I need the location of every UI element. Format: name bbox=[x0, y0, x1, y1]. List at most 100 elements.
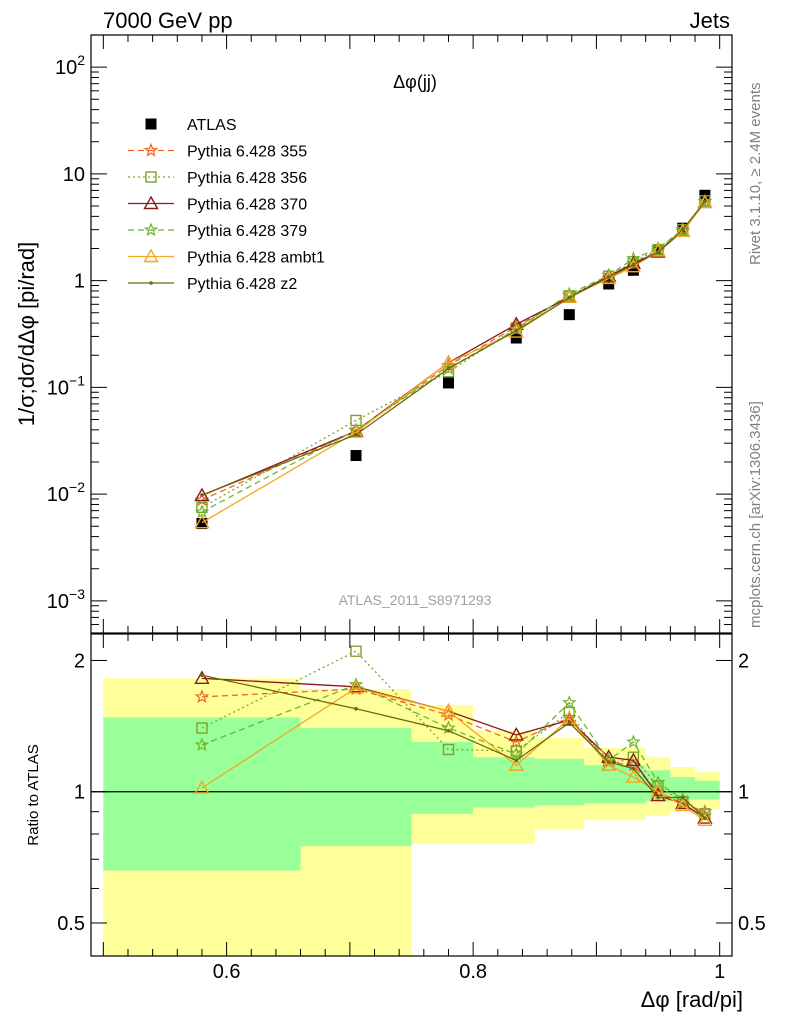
main-data-point bbox=[675, 222, 690, 236]
main-series-line bbox=[201, 201, 706, 496]
x-tick-label: 0.8 bbox=[459, 961, 487, 983]
header-energy-label: 7000 GeV pp bbox=[103, 8, 233, 33]
ratio-data-point bbox=[650, 787, 666, 802]
main-data-point bbox=[442, 377, 454, 389]
ratio-data-point bbox=[606, 760, 611, 764]
ratio-data-point bbox=[656, 795, 660, 800]
main-data-point bbox=[514, 328, 519, 333]
ratio-y-axis: 0.5 0.5 1 1 2 2 bbox=[57, 650, 766, 935]
main-data-point bbox=[674, 223, 691, 237]
main-data-point bbox=[656, 250, 660, 254]
main-plot-series bbox=[194, 189, 713, 530]
ratio-band-green bbox=[534, 758, 585, 806]
ratio-data-point bbox=[625, 752, 642, 767]
ratio-data-point bbox=[509, 746, 524, 761]
legend-entry: ATLAS bbox=[145, 117, 237, 134]
ratio-plot-frame bbox=[90, 633, 733, 957]
ratio-data-point bbox=[348, 680, 364, 694]
main-y-tick-label: 10−3 bbox=[47, 586, 85, 613]
ratio-y-tick-label-right: 0.5 bbox=[738, 913, 766, 935]
ratio-data-point bbox=[194, 737, 210, 752]
main-plot-frame bbox=[90, 34, 733, 634]
rivet-version-label: Rivet 3.1.10, ≥ 2.4M events bbox=[747, 83, 764, 266]
legend-label: Pythia 6.428 355 bbox=[187, 144, 307, 161]
x-axis: 0.6 0.8 1 bbox=[102, 35, 725, 983]
ratio-uncertainty-bands bbox=[91, 678, 732, 956]
main-data-point bbox=[196, 518, 208, 530]
legend-entry: Pythia 6.428 ambt1 bbox=[128, 248, 325, 267]
legend-label: Pythia 6.428 370 bbox=[187, 197, 307, 214]
main-series-1 bbox=[194, 193, 713, 507]
legend-label: ATLAS bbox=[187, 117, 237, 134]
main-data-point bbox=[446, 366, 451, 371]
ratio-data-point bbox=[440, 703, 457, 717]
ratio-data-point bbox=[508, 757, 524, 771]
main-y-tick-label: 102 bbox=[55, 52, 85, 79]
ratio-y-axis-label: Ratio to ATLAS bbox=[25, 744, 42, 845]
legend-marker bbox=[145, 118, 157, 130]
ratio-band-green bbox=[411, 742, 474, 814]
main-data-point bbox=[563, 309, 575, 321]
legend-label: Pythia 6.428 ambt1 bbox=[187, 250, 325, 267]
main-y-tick-label: 1 bbox=[74, 271, 85, 293]
main-data-point bbox=[627, 264, 639, 276]
ratio-band-green bbox=[695, 780, 720, 800]
ratio-data-point bbox=[562, 695, 577, 709]
main-series-line bbox=[201, 200, 706, 509]
ratio-data-point bbox=[354, 706, 358, 711]
ratio-data-point bbox=[350, 645, 362, 657]
legend-label: Pythia 6.428 z2 bbox=[187, 276, 297, 293]
main-data-point bbox=[606, 275, 611, 279]
ratio-data-point bbox=[194, 670, 210, 685]
main-series-6 bbox=[200, 199, 707, 497]
ratio-data-point bbox=[442, 743, 455, 756]
x-tick-label: 1 bbox=[714, 961, 725, 983]
main-data-point bbox=[194, 504, 210, 519]
analysis-watermark: ATLAS_2011_S8971293 bbox=[339, 592, 492, 608]
ratio-data-point bbox=[510, 745, 522, 757]
main-data-point bbox=[510, 332, 522, 344]
main-data-point bbox=[354, 432, 358, 437]
legend-label: Pythia 6.428 379 bbox=[187, 223, 307, 240]
legend-label: Pythia 6.428 356 bbox=[187, 170, 307, 187]
ratio-band-green bbox=[473, 757, 535, 808]
main-data-point bbox=[567, 296, 572, 300]
main-series-3 bbox=[194, 194, 713, 502]
ratio-band-green bbox=[103, 717, 301, 871]
main-data-point bbox=[196, 501, 208, 514]
ratio-data-point bbox=[697, 812, 713, 826]
legend-entry: Pythia 6.428 379 bbox=[128, 222, 307, 240]
ratio-data-point bbox=[601, 757, 617, 771]
ratio-y-tick-label-left: 0.5 bbox=[57, 913, 85, 935]
header-category-label: Jets bbox=[690, 8, 730, 33]
ratio-data-point bbox=[194, 689, 210, 704]
ratio-y-tick-label-right: 2 bbox=[738, 650, 749, 672]
ratio-data-point bbox=[627, 751, 640, 763]
ratio-series-line bbox=[201, 674, 706, 819]
plot-title: Δφ(jj) bbox=[393, 72, 437, 92]
legend-marker bbox=[145, 171, 157, 183]
main-data-point bbox=[350, 450, 362, 462]
main-data-point bbox=[680, 227, 685, 232]
x-axis-label: Δφ [rad/pi] bbox=[641, 987, 743, 1012]
ratio-data-point bbox=[508, 726, 524, 741]
main-y-tick-label: 10−2 bbox=[47, 479, 85, 506]
ratio-data-point bbox=[563, 706, 575, 719]
ratio-band-green bbox=[300, 728, 412, 847]
legend-marker bbox=[143, 195, 159, 210]
legend-marker bbox=[143, 248, 159, 263]
ratio-data-point bbox=[674, 797, 691, 812]
ratio-data-point bbox=[196, 722, 208, 734]
legend-marker bbox=[149, 281, 153, 285]
ratio-plot-series bbox=[194, 645, 713, 826]
main-series-line bbox=[201, 201, 706, 513]
mcplots-reference-label: mcplots.cern.ch [arXiv:1306.3436] bbox=[747, 401, 764, 628]
legend-marker bbox=[143, 222, 159, 237]
ratio-data-point bbox=[626, 734, 641, 749]
main-series-5 bbox=[194, 194, 713, 529]
ratio-band-green bbox=[670, 777, 696, 800]
ratio-y-tick-label-left: 2 bbox=[74, 650, 85, 672]
ratio-data-point bbox=[514, 758, 519, 763]
main-data-point bbox=[601, 270, 617, 285]
